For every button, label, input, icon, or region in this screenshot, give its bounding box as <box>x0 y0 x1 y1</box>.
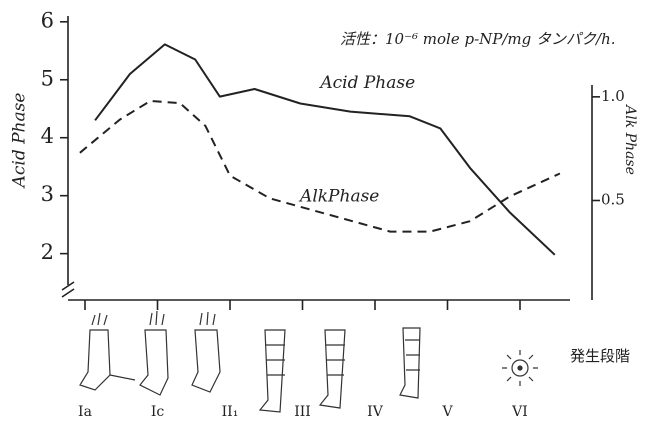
chart: 活性：10⁻⁶ mole p-NP/mg タンパク/h. Acid Phase … <box>0 0 655 436</box>
y2-axis-label: Alk Phase <box>622 103 638 175</box>
x-tick-label: VI <box>511 404 528 420</box>
line-series <box>80 101 560 232</box>
y-tick-label: 5 <box>41 66 54 90</box>
x-tick-label: V <box>441 404 453 420</box>
chart-title: 活性：10⁻⁶ mole p-NP/mg タンパク/h. <box>340 30 616 48</box>
y-tick-label: 3 <box>41 182 54 206</box>
y-tick-label: 4 <box>41 124 54 148</box>
specimen-drawings <box>80 311 538 412</box>
y2-tick-label: 0.5 <box>601 190 625 208</box>
y-tick-label: 2 <box>41 240 54 264</box>
x-tick-label: Ia <box>78 404 92 420</box>
x-tick-label: III <box>294 404 311 420</box>
x-axis-label: 発生段階 <box>570 347 630 365</box>
x-tick-label: IV <box>367 404 384 420</box>
x-tick-label: Ic <box>151 404 165 420</box>
y-tick-label: 6 <box>41 8 54 32</box>
series-label: Acid Phase <box>318 73 415 93</box>
y2-tick-label: 1.0 <box>601 87 625 105</box>
series-label: AlkPhase <box>298 187 379 207</box>
x-tick-label: II₁ <box>222 404 239 420</box>
y-axis-label: Acid Phase <box>10 93 30 190</box>
